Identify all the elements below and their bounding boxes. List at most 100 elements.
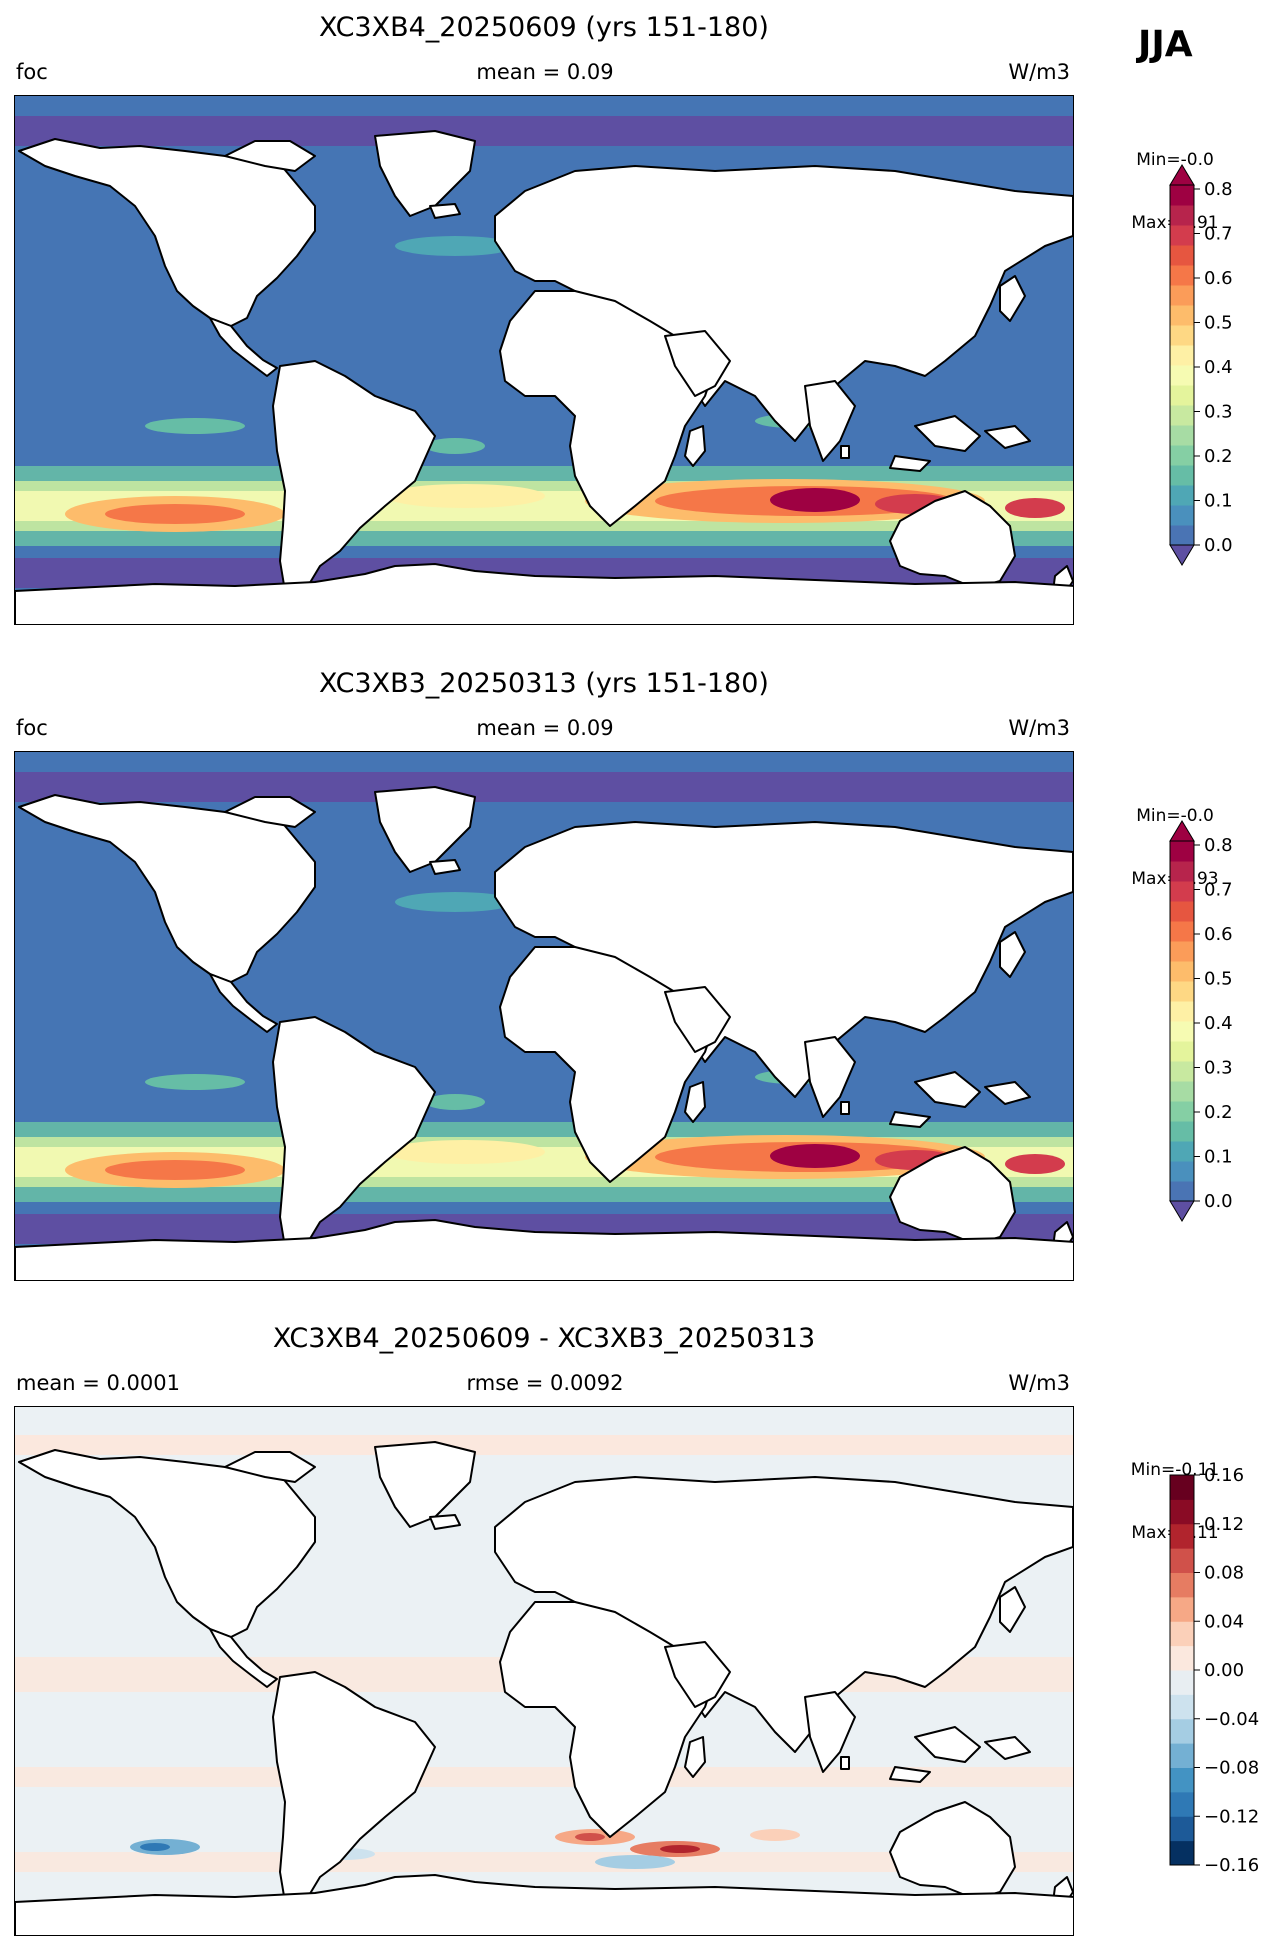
panel-1-min-label: Min=-0.0: [1136, 150, 1214, 170]
colorbar-segment: [1170, 205, 1194, 226]
colorbar-tick-label: −0.12: [1204, 1806, 1259, 1827]
colorbar-tick-label: 0.04: [1204, 1611, 1244, 1632]
colorbar-segment: [1170, 1718, 1194, 1744]
colorbar-segment: [1170, 325, 1194, 346]
colorbar-segment: [1170, 265, 1194, 286]
colorbar-segment: [1170, 1767, 1194, 1793]
landmass-central-america: [209, 1628, 278, 1688]
field-patch-12: [385, 1140, 545, 1164]
colorbar-segment: [1170, 921, 1194, 942]
panel-3-colorbar: 0.16 0.12 0.08 0.04 0.00 −0.04 −0.08 −0.12 −0.16: [1169, 1465, 1259, 1876]
landmass-madagascar: [684, 1081, 706, 1123]
panel-1-title: XC3XB4_20250609 (yrs 151-180): [319, 12, 769, 43]
colorbar-segment: [1170, 1475, 1194, 1500]
colorbar-segment: [1170, 365, 1194, 386]
landmass-antarctica: [15, 1219, 1073, 1280]
field-patch-0: [15, 116, 1073, 146]
landmass-central-america: [209, 317, 278, 377]
landmass-australia: [889, 1146, 1016, 1245]
colorbar-extend-top: [1169, 164, 1195, 186]
landmass-india: [804, 380, 856, 462]
colorbar-segment: [1170, 881, 1194, 902]
colorbar-tick-label: 0.3: [1204, 402, 1233, 423]
colorbar-segment: [1170, 1021, 1194, 1042]
field-patch-6: [105, 504, 245, 524]
colorbar-segment: [1170, 1161, 1194, 1182]
field-patch-14: [425, 438, 485, 454]
panel-1-units-label: W/m3: [1008, 60, 1070, 84]
landmass-japan: [999, 275, 1026, 322]
colorbar-tick-label: −0.16: [1204, 1855, 1259, 1876]
colorbar-segment: [1170, 1840, 1194, 1866]
colorbar-segment: [1170, 1499, 1194, 1525]
colorbar-tick-label: 0.1: [1204, 491, 1233, 512]
colorbar-segment: [1170, 1041, 1194, 1062]
landmass-madagascar: [684, 1736, 706, 1778]
panel-2-map-plot: [15, 752, 1073, 1280]
panel-2-colorbar: 0.8 0.7 0.6 0.5 0.4 0.3 0.2 0.1 0.0: [1169, 820, 1233, 1222]
panel-3-mean-label: mean = 0.0001: [16, 1371, 180, 1395]
landmass-iceland: [429, 859, 461, 875]
field-patch-6: [105, 1160, 245, 1180]
landmass-se-asia-islands: [889, 1726, 1031, 1783]
panel-3-map: [14, 1406, 1074, 1936]
field-patch-12: [385, 484, 545, 508]
colorbar-segment: [1170, 1523, 1194, 1549]
colorbar-tick-label: 0.16: [1204, 1465, 1244, 1486]
colorbar-segment: [1170, 1743, 1194, 1768]
colorbar-extend-top: [1169, 820, 1195, 842]
field-patch-17: [395, 892, 515, 912]
colorbar-tick-label: 0.2: [1204, 446, 1233, 467]
colorbar-tick-label: 0.4: [1204, 1013, 1233, 1034]
field-patch-7: [575, 1833, 605, 1841]
landmass-arabia: [664, 986, 731, 1053]
landmass-central-america: [209, 973, 278, 1033]
colorbar-segment: [1170, 505, 1194, 526]
colorbar-tick-label: 0.12: [1204, 1514, 1244, 1535]
colorbar-segment: [1170, 1181, 1194, 1202]
landmass-south-america: [272, 1671, 436, 1903]
colorbar-tick-label: 0.7: [1204, 880, 1233, 901]
colorbar-tick-label: 0.0: [1204, 1191, 1233, 1212]
colorbar-segment: [1170, 961, 1194, 982]
colorbar-segment: [1170, 1791, 1194, 1817]
colorbar-segment: [1170, 1621, 1194, 1647]
panel-1-mean-label: mean = 0.09: [476, 60, 614, 84]
colorbar-tick-label: 0.4: [1204, 357, 1233, 378]
colorbar-frame: [1169, 840, 1195, 1202]
landmass-africa: [499, 290, 716, 527]
landmass-japan: [999, 931, 1026, 978]
colorbar-tick-label: 0.8: [1204, 179, 1233, 200]
landmass-sri-lanka: [840, 1756, 850, 1770]
colorbar-tick-label: −0.04: [1204, 1709, 1259, 1730]
landmass-north-america: [18, 138, 316, 327]
field-patch-10: [595, 1855, 675, 1869]
landmass-iceland: [429, 1514, 461, 1530]
field-patch-9: [770, 1144, 860, 1168]
landmass-canadian-archipelago: [224, 1451, 316, 1483]
panel-3-title: XC3XB4_20250609 - XC3XB3_20250313: [272, 1323, 816, 1354]
panel-2-title: XC3XB3_20250313 (yrs 151-180): [319, 668, 769, 699]
landmass-iceland: [429, 203, 461, 219]
colorbar-segment: [1170, 1645, 1194, 1671]
panel-2-variable-label: foc: [16, 716, 48, 740]
panel-1-colorbar: 0.8 0.7 0.6 0.5 0.4 0.3 0.2 0.1 0.0: [1169, 164, 1233, 566]
colorbar-tick-label: 0.2: [1204, 1102, 1233, 1123]
colorbar-tick-label: −0.08: [1204, 1758, 1259, 1779]
colorbar-segment: [1170, 1694, 1194, 1720]
colorbar-tick-label: 0.1: [1204, 1147, 1233, 1168]
colorbar-segment: [1170, 1572, 1194, 1598]
colorbar-extend-bottom: [1169, 1200, 1195, 1222]
colorbar-segment: [1170, 861, 1194, 882]
colorbar-tick-label: 0.6: [1204, 924, 1233, 945]
landmass-north-america: [18, 1449, 316, 1638]
colorbar-segment: [1170, 941, 1194, 962]
panel-2-units-label: W/m3: [1008, 716, 1070, 740]
landmass-india: [804, 1691, 856, 1773]
field-patch-11: [1005, 1154, 1065, 1174]
colorbar-segment: [1170, 285, 1194, 306]
landmass-south-america: [272, 1016, 436, 1248]
panel-2-min-label: Min=-0.0: [1136, 806, 1214, 826]
colorbar-segment: [1170, 1001, 1194, 1022]
landmass-se-asia-islands: [889, 1071, 1031, 1128]
